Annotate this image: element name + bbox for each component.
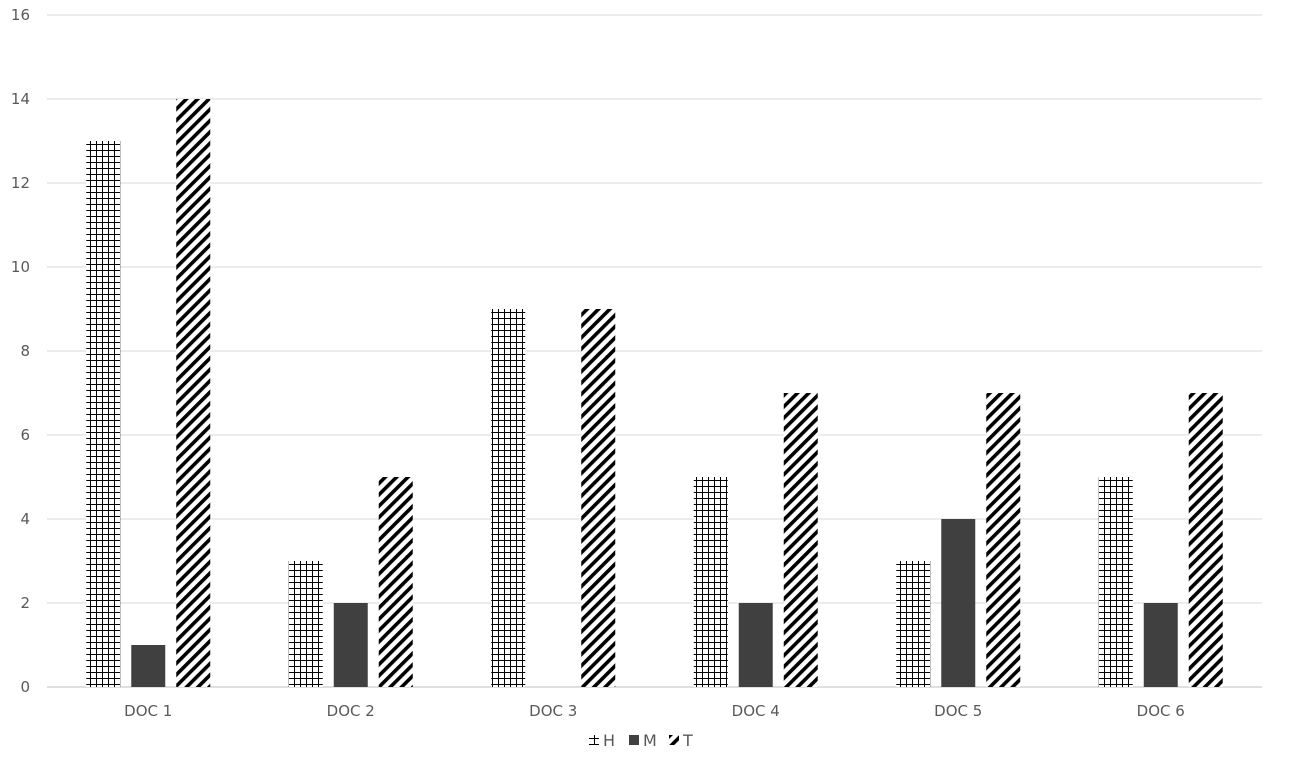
bar-t-doc-4 [783, 393, 818, 687]
y-tick-label: 2 [20, 594, 30, 612]
legend-swatch-h [589, 735, 599, 745]
x-tick-label: DOC 3 [529, 702, 577, 720]
y-tick-label: 4 [20, 510, 30, 528]
bar-t-doc-6 [1188, 393, 1223, 687]
y-tick-label: 12 [11, 174, 30, 192]
bars [86, 99, 1223, 687]
legend-label: T [682, 731, 693, 750]
x-axis-ticks: DOC 1 DOC 2 DOC 3 DOC 4 DOC 5 DOC 6 [124, 702, 1185, 720]
y-tick-label: 14 [11, 90, 30, 108]
y-tick-label: 6 [20, 426, 30, 444]
bar-h-doc-2 [288, 561, 323, 687]
x-tick-label: DOC 2 [327, 702, 375, 720]
y-tick-label: 0 [20, 678, 30, 696]
bar-m-doc-5 [941, 519, 976, 687]
bar-h-doc-1 [86, 141, 121, 687]
x-tick-label: DOC 1 [124, 702, 172, 720]
legend-swatch-t [669, 735, 679, 745]
legend-label: M [643, 731, 657, 750]
y-axis-ticks: 0 2 4 6 8 10 12 14 16 [11, 6, 30, 696]
bar-h-doc-4 [693, 477, 728, 687]
bar-m-doc-1 [131, 645, 166, 687]
bar-h-doc-3 [491, 309, 526, 687]
legend-swatch-m [629, 735, 639, 745]
y-tick-label: 16 [11, 6, 30, 24]
legend-label: H [603, 731, 615, 750]
bar-h-doc-6 [1098, 477, 1133, 687]
x-tick-label: DOC 6 [1137, 702, 1185, 720]
bar-t-doc-5 [986, 393, 1021, 687]
bar-t-doc-2 [378, 477, 413, 687]
x-tick-label: DOC 4 [732, 702, 780, 720]
y-tick-label: 10 [11, 258, 30, 276]
x-tick-label: DOC 5 [934, 702, 982, 720]
bar-t-doc-3 [581, 309, 616, 687]
gridlines [47, 14, 1262, 688]
bar-h-doc-5 [896, 561, 931, 687]
bar-m-doc-2 [333, 603, 368, 687]
bar-m-doc-4 [738, 603, 773, 687]
y-tick-label: 8 [20, 342, 30, 360]
bar-m-doc-6 [1143, 603, 1178, 687]
bar-t-doc-1 [176, 99, 211, 687]
